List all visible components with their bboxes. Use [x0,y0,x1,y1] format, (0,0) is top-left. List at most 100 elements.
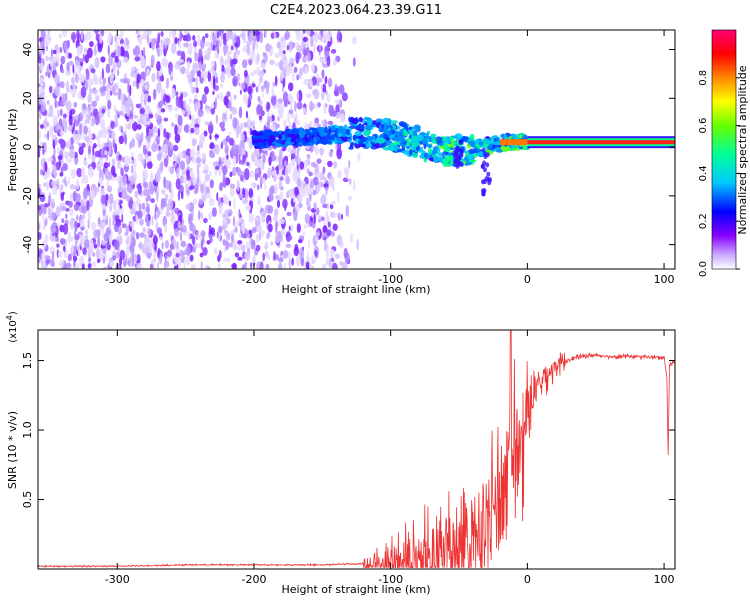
noise-blob [251,227,257,234]
noise-blob [321,37,324,43]
signal-blob [304,136,309,143]
noise-blob [168,106,173,112]
noise-blob [280,227,286,236]
noise-blob [212,90,215,95]
noise-blob [87,166,94,178]
noise-blob [283,100,288,108]
noise-blob [288,225,291,232]
signal-blob [387,146,393,151]
noise-blob [59,96,62,102]
noise-blob [108,262,114,267]
noise-blob [302,183,306,189]
noise-blob [146,68,150,77]
noise-blob [128,118,135,124]
signal-blob [351,117,359,125]
noise-blob [81,73,85,84]
noise-blob [203,130,208,137]
noise-blob [122,56,129,64]
noise-blob [163,157,169,168]
noise-blob [114,137,117,143]
noise-blob [322,63,329,68]
noise-blob [172,30,175,39]
noise-blob [59,172,64,177]
noise-blob [143,46,146,57]
noise-blob [246,43,251,56]
signal-blob [406,140,411,147]
noise-blob [39,37,42,43]
noise-blob [309,179,314,190]
noise-blob [134,190,139,198]
noise-blob [79,73,83,84]
noise-blob [223,113,227,120]
noise-blob [237,256,243,261]
noise-blob [93,243,98,249]
noise-blob [274,75,278,87]
signal-blob [261,136,270,140]
noise-blob [310,265,314,269]
noise-blob [320,216,325,222]
noise-blob [236,125,242,135]
noise-blob [63,245,66,253]
noise-blob [204,33,209,39]
noise-blob [259,106,264,112]
noise-blob [166,249,173,257]
noise-blob [231,107,237,115]
noise-blob [68,114,73,127]
noise-blob [109,75,114,84]
noise-blob [322,166,326,174]
noise-blob [65,52,68,58]
noise-blob [281,40,286,49]
noise-blob [181,109,186,115]
noise-blob [312,176,319,186]
noise-blob [68,52,72,59]
noise-blob [204,49,210,55]
noise-blob [172,144,179,152]
noise-blob [112,220,115,226]
noise-blob [192,198,198,205]
noise-blob [299,161,305,170]
noise-blob [112,202,117,209]
noise-blob [197,108,204,118]
noise-blob [238,208,241,221]
noise-blob [128,159,134,164]
noise-blob [97,236,101,248]
noise-blob [147,151,152,157]
noise-blob [284,167,288,179]
noise-blob [203,217,208,224]
noise-blob [259,36,263,44]
noise-blob [42,261,47,269]
noise-blob [151,143,158,153]
noise-blob [88,133,93,139]
noise-blob [282,77,286,88]
noise-blob [347,195,352,201]
noise-blob [278,155,282,165]
noise-blob [281,53,285,63]
noise-blob [217,262,221,269]
noise-blob [295,120,300,126]
noise-blob [326,55,331,67]
noise-blob [39,203,45,214]
noise-blob [50,259,55,267]
noise-blob [255,233,260,244]
noise-blob [204,41,211,48]
noise-blob [52,56,58,63]
noise-blob [132,121,138,132]
noise-blob [38,205,42,211]
noise-blob [313,88,320,100]
signal-blob [425,153,429,160]
noise-blob [336,147,343,160]
noise-blob [171,122,175,127]
noise-blob [298,67,302,80]
noise-blob [100,56,106,63]
noise-blob [200,260,203,269]
noise-blob [81,263,85,269]
noise-blob [326,247,329,259]
noise-blob [122,112,125,117]
noise-blob [82,213,86,220]
noise-blob [286,44,290,51]
signal-blob [364,143,373,148]
noise-blob [171,42,177,54]
noise-blob [57,109,60,119]
noise-blob [50,57,53,69]
noise-blob [345,205,350,217]
